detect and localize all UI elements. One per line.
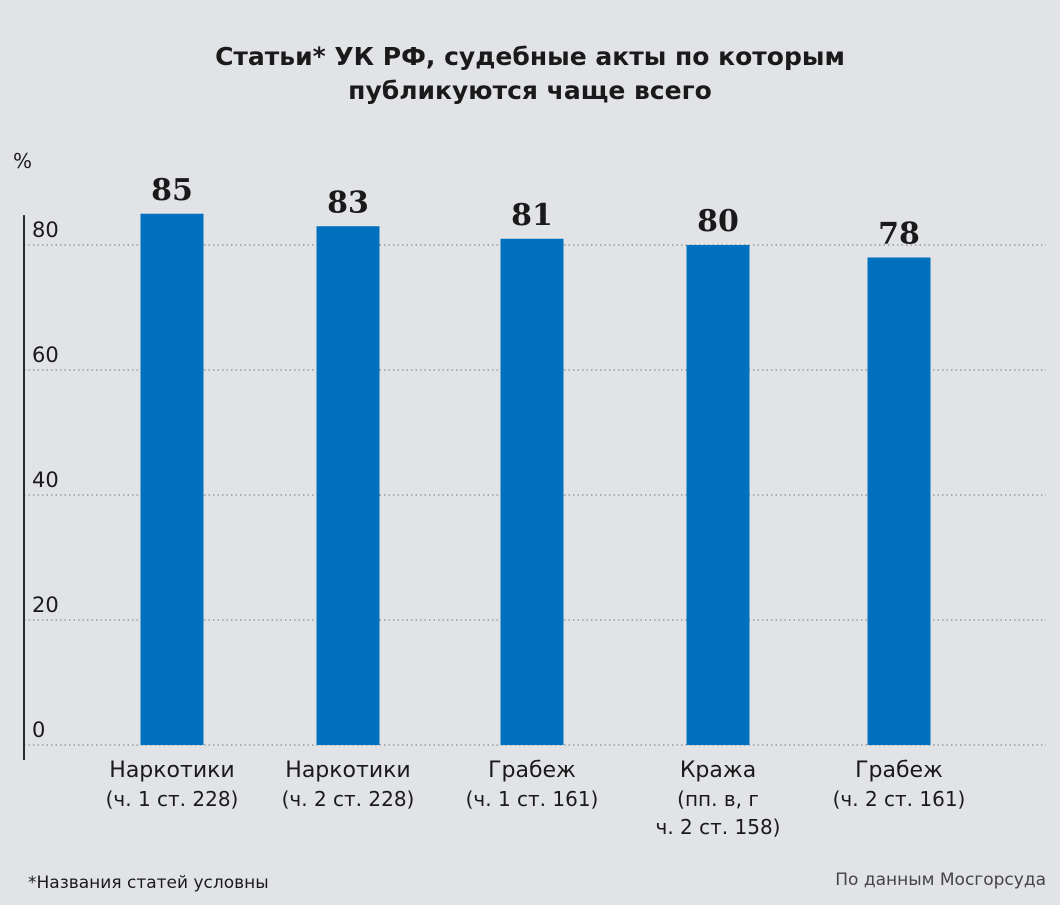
category-label-4: Кража (пп. в, г ч. 2 ст. 158)	[623, 757, 813, 841]
bar-2	[316, 226, 380, 745]
category-label-3-line-1: Грабеж	[488, 758, 576, 783]
y-tick-label-80: 80	[32, 218, 59, 242]
category-label-1-line-2: (ч. 1 ст. 228)	[105, 787, 239, 811]
chart-title: Статьи* УК РФ, судебные акты по которым …	[0, 40, 1060, 108]
category-label-5: Грабеж (ч. 2 ст. 161)	[804, 757, 994, 813]
source-note: По данным Мосгорсуда	[835, 870, 1046, 890]
data-label-4: 80	[697, 204, 739, 239]
bar-4	[686, 245, 750, 745]
y-tick-label-0: 0	[32, 718, 45, 742]
data-label-1: 85	[151, 173, 193, 208]
y-tick-label-60: 60	[32, 343, 59, 367]
chart-title-line-1: Статьи* УК РФ, судебные акты по которым	[215, 42, 845, 71]
data-label-3: 81	[511, 198, 553, 233]
data-label-2: 83	[327, 185, 369, 220]
bar-5	[867, 257, 931, 745]
category-label-4-line-3: ч. 2 ст. 158)	[655, 815, 781, 839]
chart-title-line-2: публикуются чаще всего	[348, 76, 712, 105]
y-tick-label-40: 40	[32, 468, 59, 492]
footnote: *Названия статей условны	[28, 873, 269, 893]
category-label-1-line-1: Наркотики	[109, 758, 235, 783]
category-label-4-line-1: Кража	[679, 758, 757, 783]
category-label-2-line-2: (ч. 2 ст. 228)	[281, 787, 415, 811]
category-label-1: Наркотики (ч. 1 ст. 228)	[77, 757, 267, 813]
category-label-3-line-2: (ч. 1 ст. 161)	[465, 787, 599, 811]
category-label-5-line-2: (ч. 2 ст. 161)	[832, 787, 966, 811]
bar-1	[140, 213, 204, 745]
y-axis-label: %	[13, 149, 32, 173]
bar-3	[500, 238, 564, 745]
category-label-4-line-2: (пп. в, г	[677, 787, 759, 811]
category-label-5-line-1: Грабеж	[855, 758, 943, 783]
category-label-2: Наркотики (ч. 2 ст. 228)	[253, 757, 443, 813]
data-label-5: 78	[878, 217, 920, 252]
y-tick-label-20: 20	[32, 593, 59, 617]
category-label-3: Грабеж (ч. 1 ст. 161)	[437, 757, 627, 813]
category-label-2-line-1: Наркотики	[285, 758, 411, 783]
